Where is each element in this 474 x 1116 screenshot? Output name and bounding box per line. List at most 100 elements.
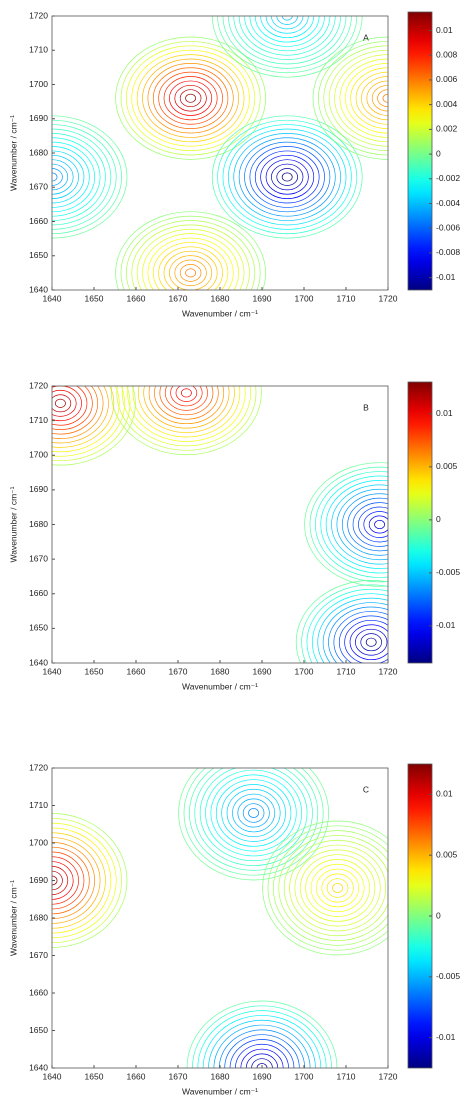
contour-line (281, 172, 293, 182)
contour-line (192, 1005, 332, 1068)
contour-line (52, 159, 74, 195)
x-tick-label: 1690 (253, 1071, 272, 1081)
contour-line (217, 16, 358, 74)
contour-line (194, 768, 313, 866)
contour-line (111, 386, 262, 456)
contour-line (120, 41, 261, 156)
contour-line (350, 67, 388, 129)
contour-line (325, 480, 388, 569)
contour-line (371, 84, 388, 112)
contour-line (341, 493, 388, 556)
contour-line (52, 137, 101, 217)
contour-line (52, 141, 96, 213)
y-tick-label: 1660 (29, 216, 48, 226)
colorbar (407, 381, 433, 664)
contour-line (248, 808, 259, 818)
y-tick-label: 1690 (29, 113, 48, 123)
x-tick-label: 1680 (211, 666, 230, 676)
colorbar-tick-label: -0.005 (436, 567, 460, 577)
contour-line (276, 16, 298, 25)
y-tick-label: 1650 (29, 623, 48, 633)
contour-line (52, 150, 85, 204)
contour-line (217, 119, 358, 235)
contour-line (52, 822, 117, 939)
x-axis-title: Wavenumber / cm⁻¹ (182, 1086, 258, 1096)
contour-line (52, 813, 128, 948)
contour-line (178, 768, 329, 881)
contour-line (199, 768, 308, 862)
contour-line (52, 866, 69, 895)
contour-line (242, 803, 265, 823)
contour-line (52, 386, 131, 462)
contour-line (301, 584, 388, 663)
contour-line (355, 628, 388, 656)
contour-line (326, 878, 349, 898)
colorbar-tick-label: 0.01 (436, 789, 453, 799)
contour-line (262, 820, 388, 956)
colorbar-tick-label: 0.002 (436, 124, 458, 134)
contour-line (136, 228, 245, 290)
contour-line (347, 497, 388, 552)
contours (52, 16, 388, 290)
contour-line (154, 386, 219, 420)
contour-line (174, 84, 207, 112)
contour-line (52, 386, 99, 435)
contour-line (52, 386, 88, 426)
contour-line (331, 484, 388, 565)
x-tick-label: 1690 (253, 293, 272, 303)
contour-line (126, 45, 256, 151)
contour-line (175, 386, 198, 402)
contour-line (328, 49, 388, 147)
contour-line (312, 36, 388, 160)
x-tick-label: 1690 (253, 666, 272, 676)
y-axis-title: Wavenumber / cm⁻¹ (8, 115, 18, 191)
contour-line (142, 233, 240, 290)
y-axis-title: Wavenumber / cm⁻¹ (8, 486, 18, 562)
contour-line (352, 502, 388, 547)
contour-line (52, 386, 82, 422)
contour-line (338, 615, 388, 663)
contour-line (52, 818, 122, 943)
x-tick-label: 1700 (295, 1071, 314, 1081)
contour-line (170, 386, 203, 407)
contour-line (304, 462, 388, 587)
x-tick-label: 1710 (337, 666, 356, 676)
contour-line (142, 58, 240, 138)
contour-line (52, 386, 93, 430)
contour-line (205, 769, 303, 857)
colorbar (407, 11, 433, 291)
contour-line (222, 124, 352, 230)
contour-line (152, 67, 229, 129)
y-tick-label: 1660 (29, 987, 48, 997)
y-tick-label: 1670 (29, 182, 48, 192)
contour-line (328, 606, 388, 663)
contour-line (52, 386, 109, 444)
colorbar-tick-label: 0 (436, 148, 441, 158)
y-tick-label: 1700 (29, 79, 48, 89)
contour-line (309, 466, 388, 583)
contour-line (179, 89, 202, 108)
contour-line (365, 637, 377, 647)
contour-line (164, 386, 208, 411)
contour-line (310, 863, 365, 913)
y-tick-label: 1710 (29, 45, 48, 55)
x-tick-label: 1640 (43, 666, 62, 676)
contour-line (295, 580, 388, 663)
contour-line (316, 868, 360, 908)
colorbar-tick-label: 0.01 (436, 408, 453, 418)
plot-frame (51, 767, 389, 1069)
x-tick-label: 1700 (295, 666, 314, 676)
contour-line (344, 619, 388, 663)
contour-line (320, 475, 388, 574)
contour-line (228, 16, 347, 65)
contour-line (210, 774, 297, 852)
colorbar-tick-label: -0.008 (436, 247, 460, 257)
contour-line (222, 16, 352, 69)
contour-line (271, 163, 304, 191)
contour-line (240, 1048, 284, 1068)
contour-line (174, 259, 207, 287)
contour-line (232, 793, 276, 833)
x-axis-title: Wavenumber / cm⁻¹ (182, 308, 258, 318)
colorbar-tick-label: 0.004 (436, 99, 458, 109)
x-tick-label: 1720 (379, 293, 398, 303)
